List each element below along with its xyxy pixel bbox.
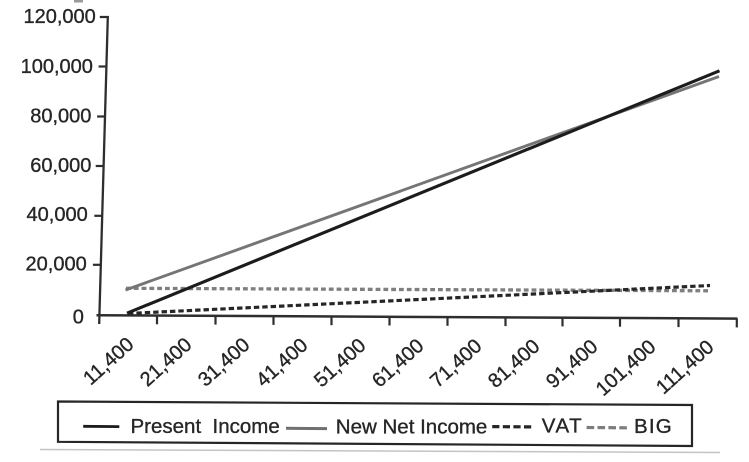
svg-text:Present Income: Present Income [131,415,280,438]
svg-text:120,000: 120,000 [24,6,96,28]
svg-text:80,000: 80,000 [30,106,91,128]
svg-text:20,000: 20,000 [26,253,87,275]
svg-text:BIG: BIG [634,415,673,438]
svg-text:40,000: 40,000 [27,204,88,226]
svg-text:0: 0 [73,306,84,328]
svg-text:VAT: VAT [542,415,583,438]
svg-text:60,000: 60,000 [30,155,91,177]
svg-text:100,000: 100,000 [21,56,93,78]
svg-text:New Net Income: New Net Income [336,415,488,438]
